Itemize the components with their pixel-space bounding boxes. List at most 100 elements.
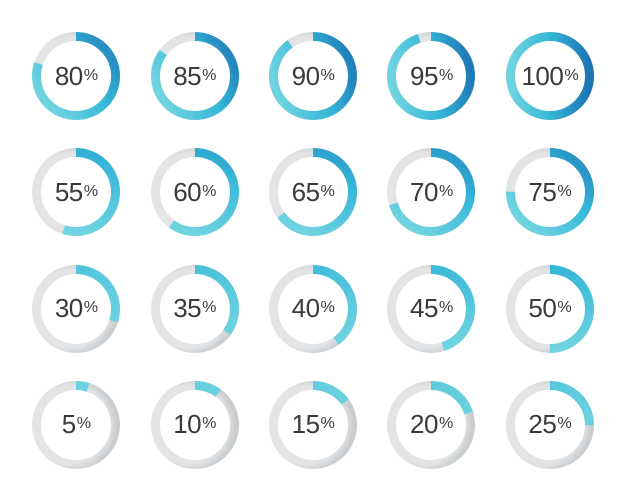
percent-sign: % — [321, 182, 335, 201]
percent-sign: % — [84, 66, 98, 85]
percent-sign: % — [557, 298, 571, 317]
donut-value: 35 — [173, 293, 201, 324]
progress-donut: 100% — [506, 32, 594, 120]
donut-label: 80% — [32, 32, 120, 120]
percent-sign: % — [202, 66, 216, 85]
donut-label: 65% — [269, 148, 357, 236]
donut-label: 35% — [151, 265, 239, 353]
donut-cell: 75% — [504, 146, 596, 238]
donut-cell: 90% — [267, 30, 359, 122]
progress-donut: 20% — [387, 381, 475, 469]
donut-label: 40% — [269, 265, 357, 353]
donut-value: 15 — [292, 409, 320, 440]
donut-value: 90 — [292, 61, 320, 92]
percent-sign: % — [439, 414, 453, 433]
donut-label: 45% — [387, 265, 475, 353]
donut-label: 100% — [506, 32, 594, 120]
progress-donut: 10% — [151, 381, 239, 469]
donut-value: 25 — [528, 409, 556, 440]
donut-label: 60% — [151, 148, 239, 236]
progress-donut: 35% — [151, 265, 239, 353]
progress-donut: 40% — [269, 265, 357, 353]
progress-donut: 90% — [269, 32, 357, 120]
progress-donut: 55% — [32, 148, 120, 236]
percent-sign: % — [84, 182, 98, 201]
percent-sign: % — [202, 298, 216, 317]
progress-donut: 95% — [387, 32, 475, 120]
percent-sign: % — [84, 298, 98, 317]
progress-donut: 65% — [269, 148, 357, 236]
progress-donut: 15% — [269, 381, 357, 469]
donut-value: 5 — [62, 409, 76, 440]
donut-label: 70% — [387, 148, 475, 236]
donut-cell: 25% — [504, 379, 596, 471]
donut-cell: 50% — [504, 263, 596, 355]
progress-donut: 80% — [32, 32, 120, 120]
donut-cell: 100% — [504, 30, 596, 122]
percent-sign: % — [321, 298, 335, 317]
donut-label: 55% — [32, 148, 120, 236]
percent-sign: % — [321, 66, 335, 85]
percent-sign: % — [77, 414, 91, 433]
percent-sign: % — [202, 414, 216, 433]
donut-grid: 80% 85% — [0, 0, 626, 501]
progress-donut: 70% — [387, 148, 475, 236]
donut-cell: 65% — [267, 146, 359, 238]
donut-cell: 60% — [148, 146, 240, 238]
progress-donut: 75% — [506, 148, 594, 236]
progress-donut: 45% — [387, 265, 475, 353]
donut-cell: 70% — [385, 146, 477, 238]
donut-cell: 95% — [385, 30, 477, 122]
progress-donut: 50% — [506, 265, 594, 353]
donut-label: 20% — [387, 381, 475, 469]
donut-label: 75% — [506, 148, 594, 236]
donut-label: 95% — [387, 32, 475, 120]
donut-value: 20 — [410, 409, 438, 440]
donut-value: 40 — [292, 293, 320, 324]
donut-value: 95 — [410, 61, 438, 92]
percent-sign: % — [439, 298, 453, 317]
progress-donut: 30% — [32, 265, 120, 353]
donut-value: 85 — [173, 61, 201, 92]
donut-cell: 85% — [148, 30, 240, 122]
donut-value: 45 — [410, 293, 438, 324]
percent-sign: % — [557, 182, 571, 201]
donut-value: 50 — [528, 293, 556, 324]
donut-cell: 30% — [30, 263, 122, 355]
donut-value: 60 — [173, 177, 201, 208]
percent-sign: % — [202, 182, 216, 201]
donut-label: 85% — [151, 32, 239, 120]
donut-cell: 80% — [30, 30, 122, 122]
donut-value: 65 — [292, 177, 320, 208]
donut-label: 30% — [32, 265, 120, 353]
percent-sign: % — [321, 414, 335, 433]
donut-value: 10 — [173, 409, 201, 440]
percent-sign: % — [439, 182, 453, 201]
progress-donut: 5% — [32, 381, 120, 469]
donut-cell: 10% — [148, 379, 240, 471]
donut-cell: 40% — [267, 263, 359, 355]
donut-cell: 15% — [267, 379, 359, 471]
donut-value: 100 — [521, 61, 563, 92]
percent-sign: % — [557, 414, 571, 433]
donut-label: 5% — [32, 381, 120, 469]
donut-label: 25% — [506, 381, 594, 469]
donut-value: 55 — [55, 177, 83, 208]
progress-donut: 85% — [151, 32, 239, 120]
donut-value: 75 — [528, 177, 556, 208]
donut-cell: 20% — [385, 379, 477, 471]
donut-value: 70 — [410, 177, 438, 208]
donut-cell: 5% — [30, 379, 122, 471]
donut-label: 50% — [506, 265, 594, 353]
donut-cell: 45% — [385, 263, 477, 355]
percent-sign: % — [439, 66, 453, 85]
donut-value: 30 — [55, 293, 83, 324]
donut-label: 90% — [269, 32, 357, 120]
donut-label: 15% — [269, 381, 357, 469]
donut-cell: 35% — [148, 263, 240, 355]
donut-label: 10% — [151, 381, 239, 469]
progress-donut: 25% — [506, 381, 594, 469]
percent-sign: % — [564, 66, 578, 85]
donut-value: 80 — [55, 61, 83, 92]
progress-donut: 60% — [151, 148, 239, 236]
